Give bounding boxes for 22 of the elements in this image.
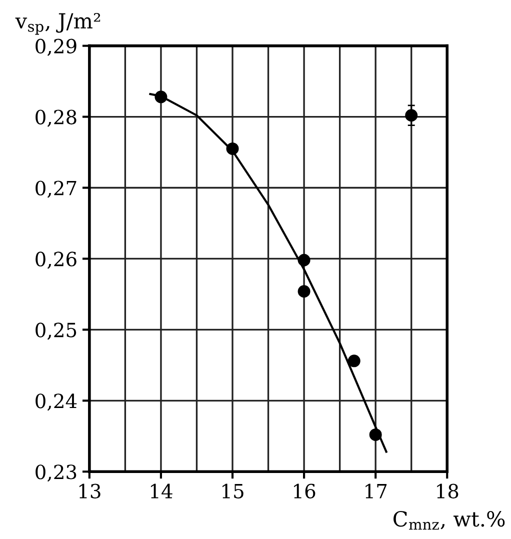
y-tick-label: 0,23 xyxy=(36,464,76,482)
point xyxy=(154,90,168,104)
x-tick-label: 13 xyxy=(79,484,100,498)
x-tick-label: 14 xyxy=(150,484,172,498)
y-tick-label: 0,24 xyxy=(36,394,77,411)
point xyxy=(405,109,418,122)
point xyxy=(369,428,382,441)
x-axis-title: C$_{mnz}$, wt.% xyxy=(394,510,505,530)
y-tick-label: 0,27 xyxy=(36,180,76,198)
point xyxy=(298,285,310,298)
point xyxy=(226,142,239,155)
y-tick-label: 0,28 xyxy=(36,110,76,127)
y-tick-label: 0,26 xyxy=(36,252,76,269)
x-tick-label: 16 xyxy=(294,484,316,498)
y-tick-label: 0,29 xyxy=(36,38,76,56)
x-tick-label: 18 xyxy=(437,484,458,498)
point xyxy=(298,254,310,266)
x-tick-label: 17 xyxy=(366,484,387,498)
y-axis-title: v$_{sp}$, J/m² xyxy=(15,12,100,35)
point xyxy=(348,354,360,368)
x-tick-label: 15 xyxy=(222,484,244,498)
y-tick-label: 0,25 xyxy=(36,322,76,340)
